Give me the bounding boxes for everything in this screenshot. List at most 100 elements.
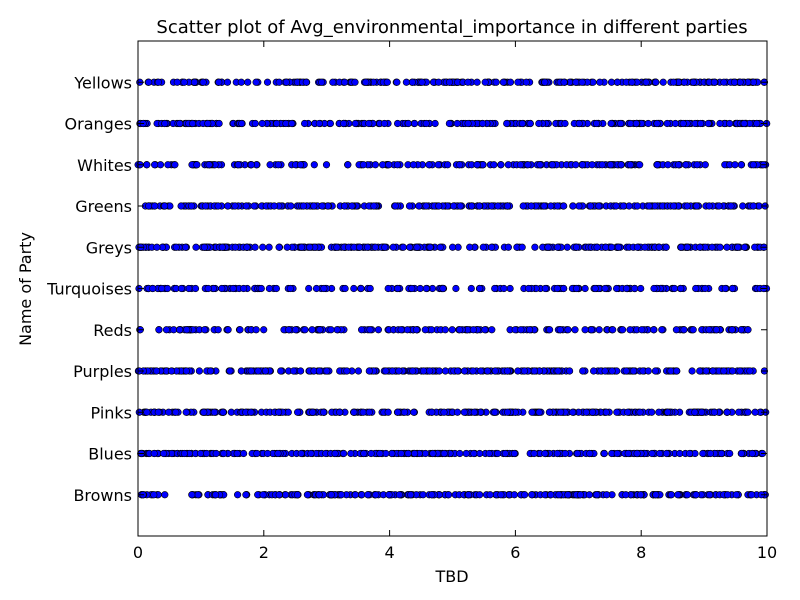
scatter-point bbox=[382, 449, 390, 458]
scatter-point bbox=[572, 284, 581, 293]
scatter-point bbox=[402, 78, 411, 86]
scatter-point bbox=[172, 243, 180, 251]
scatter-point bbox=[682, 161, 690, 169]
scatter-point bbox=[366, 326, 374, 334]
scatter-point bbox=[638, 326, 646, 334]
scatter-point bbox=[488, 202, 496, 210]
scatter-point bbox=[670, 284, 679, 293]
scatter-point bbox=[410, 408, 418, 416]
scatter-point bbox=[749, 202, 757, 210]
scatter-point bbox=[619, 202, 628, 210]
scatter-point bbox=[406, 243, 414, 251]
scatter-point bbox=[272, 284, 281, 293]
scatter-point bbox=[528, 491, 536, 499]
scatter-point bbox=[626, 161, 634, 169]
scatter-point bbox=[477, 367, 485, 375]
scatter-point bbox=[751, 408, 759, 416]
scatter-point bbox=[238, 119, 246, 128]
scatter-point bbox=[260, 326, 268, 334]
scatter-point bbox=[274, 161, 282, 169]
scatter-point bbox=[504, 243, 513, 251]
scatter-point bbox=[190, 78, 199, 86]
scatter-point bbox=[524, 161, 532, 169]
scatter-point bbox=[683, 243, 691, 251]
scatter-point bbox=[360, 449, 368, 458]
x-axis-ticks: 0 2 4 6 8 10 bbox=[133, 41, 777, 562]
scatter-point bbox=[301, 119, 309, 128]
scatter-point bbox=[696, 119, 705, 128]
scatter-point bbox=[250, 202, 258, 210]
scatter-point bbox=[318, 202, 326, 210]
scatter-point bbox=[340, 449, 348, 458]
scatter-point bbox=[210, 408, 218, 416]
scatter-point bbox=[173, 78, 181, 86]
scatter-point bbox=[358, 491, 366, 499]
scatter-point bbox=[226, 367, 234, 375]
y-tick-label: Turquoises bbox=[46, 280, 132, 299]
scatter-point bbox=[581, 326, 589, 334]
scatter-point bbox=[218, 243, 226, 251]
scatter-point bbox=[735, 408, 743, 416]
scatter-point bbox=[669, 78, 678, 86]
scatter-point bbox=[237, 78, 245, 86]
scatter-point bbox=[494, 449, 502, 458]
scatter-point bbox=[389, 243, 397, 251]
scatter-point bbox=[726, 449, 734, 458]
scatter-point bbox=[588, 408, 597, 416]
scatter-point bbox=[264, 449, 272, 458]
scatter-point bbox=[662, 243, 670, 251]
scatter-point bbox=[569, 408, 577, 416]
scatter-point bbox=[395, 367, 403, 375]
scatter-point bbox=[192, 243, 200, 251]
scatter-point bbox=[404, 449, 412, 458]
scatter-point bbox=[294, 408, 302, 416]
scatter-point bbox=[214, 202, 222, 210]
scatter-point bbox=[421, 449, 430, 458]
scatter-point bbox=[705, 202, 713, 210]
scatter-point bbox=[518, 243, 526, 251]
scatter-point bbox=[408, 78, 417, 86]
y-tick-label: Greys bbox=[86, 238, 132, 257]
scatter-point bbox=[473, 78, 481, 86]
scatter-point bbox=[692, 284, 700, 293]
scatter-point bbox=[723, 243, 731, 251]
scatter-point bbox=[224, 202, 232, 210]
scatter-point bbox=[637, 284, 645, 293]
scatter-point bbox=[176, 119, 184, 128]
scatter-point bbox=[730, 78, 739, 86]
scatter-point bbox=[194, 491, 202, 499]
scatter-point bbox=[632, 119, 640, 128]
scatter-point bbox=[545, 408, 554, 416]
scatter-point bbox=[481, 78, 489, 86]
scatter-point bbox=[633, 243, 642, 251]
scatter-point bbox=[340, 119, 348, 128]
x-tick-label: 6 bbox=[510, 543, 520, 562]
scatter-point bbox=[154, 408, 162, 416]
scatter-point bbox=[341, 78, 349, 86]
scatter-point bbox=[409, 161, 418, 169]
scatter-point bbox=[709, 367, 717, 375]
scatter-point bbox=[364, 491, 372, 499]
scatter-point bbox=[329, 78, 337, 86]
scatter-point bbox=[664, 408, 672, 416]
scatter-point bbox=[617, 161, 625, 169]
scatter-point bbox=[310, 161, 318, 169]
scatter-point bbox=[589, 367, 598, 375]
scatter-point bbox=[613, 449, 621, 458]
scatter-point bbox=[740, 243, 749, 251]
scatter-point bbox=[411, 119, 419, 128]
scatter-point bbox=[702, 367, 710, 375]
scatter-point bbox=[292, 326, 300, 334]
scatter-point bbox=[499, 78, 507, 86]
scatter-point bbox=[350, 284, 358, 293]
scatter-point bbox=[254, 367, 262, 375]
scatter-point bbox=[561, 449, 569, 458]
scatter-point bbox=[333, 243, 341, 251]
scatter-point bbox=[530, 367, 539, 375]
scatter-point bbox=[460, 367, 469, 375]
scatter-point bbox=[560, 202, 568, 210]
scatter-point bbox=[385, 491, 393, 499]
scatter-point bbox=[530, 449, 538, 458]
scatter-point bbox=[586, 449, 594, 458]
scatter-point bbox=[199, 78, 207, 86]
